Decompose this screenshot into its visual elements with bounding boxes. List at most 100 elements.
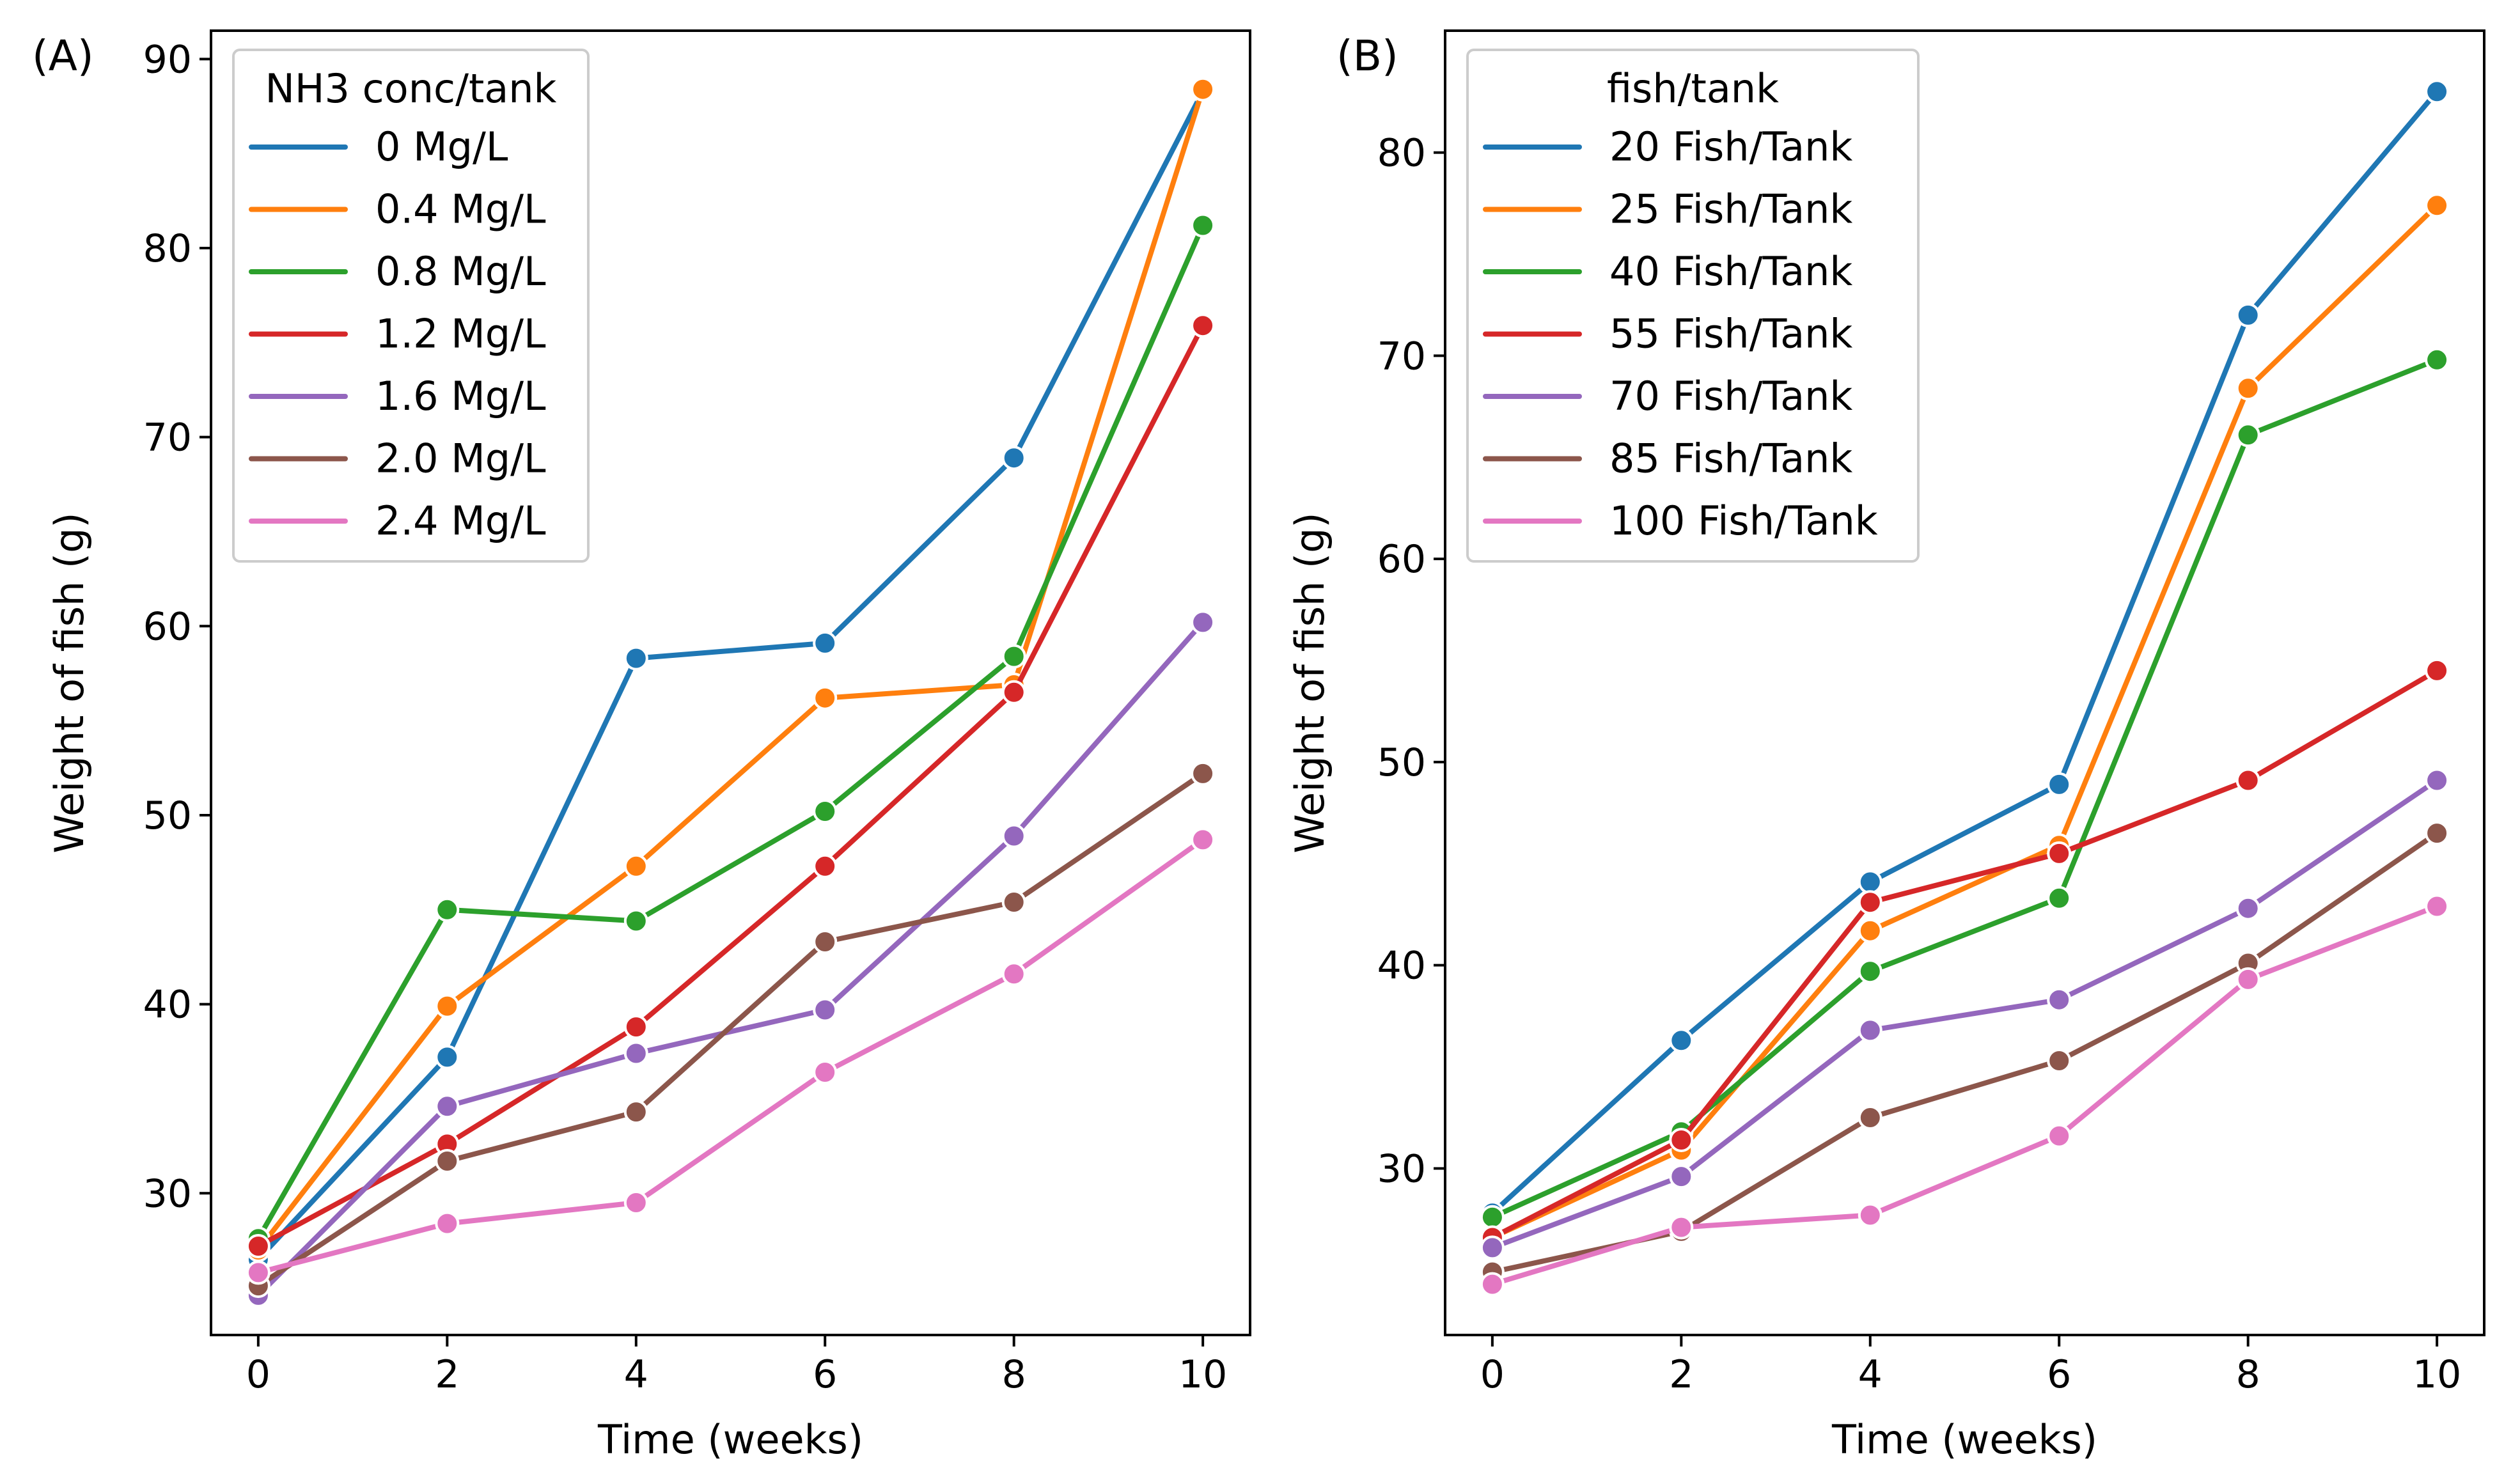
y-tick-label: 50 — [1377, 740, 1426, 785]
data-point — [2235, 967, 2260, 992]
legend-box — [1466, 49, 1920, 563]
legend-label: 25 Fish/Tank — [1609, 186, 1852, 233]
data-point — [623, 1041, 648, 1066]
data-point — [813, 799, 838, 824]
legend-box — [232, 49, 590, 563]
data-point — [2425, 658, 2450, 683]
data-point — [1669, 1128, 1694, 1152]
series-line — [1489, 203, 2440, 1240]
x-tick-label: 4 — [624, 1352, 648, 1397]
data-point — [2425, 193, 2450, 218]
data-point — [1001, 680, 1026, 705]
data-point — [2235, 423, 2260, 448]
x-tick-label: 8 — [2236, 1352, 2260, 1397]
data-point — [813, 1060, 838, 1084]
y-tick-label: 70 — [143, 416, 192, 460]
data-point — [2235, 302, 2260, 327]
x-tick-label: 0 — [1480, 1352, 1505, 1397]
series-line — [1489, 357, 2440, 1220]
x-tick-label: 6 — [2047, 1352, 2071, 1397]
legend-label: 40 Fish/Tank — [1609, 248, 1852, 295]
data-point — [623, 854, 648, 878]
data-point — [2235, 896, 2260, 921]
data-point — [1191, 313, 1216, 338]
data-point — [1669, 1164, 1694, 1189]
data-point — [435, 1211, 460, 1236]
series-line — [255, 837, 1206, 1276]
y-tick-label: 40 — [143, 983, 192, 1027]
series-line — [255, 770, 1206, 1289]
data-point — [1669, 1215, 1694, 1240]
data-point — [813, 630, 838, 655]
data-point — [623, 1191, 648, 1215]
x-axis-label: Time (weeks) — [597, 1416, 863, 1463]
x-axis-label: Time (weeks) — [1831, 1416, 2097, 1463]
legend-label: 0.4 Mg/L — [375, 186, 546, 233]
data-point — [1001, 644, 1026, 669]
series-1-6-mg-l — [246, 610, 1216, 1308]
data-point — [813, 997, 838, 1022]
series-2-4-mg-l — [246, 827, 1216, 1285]
data-point — [813, 930, 838, 954]
data-point — [435, 1045, 460, 1070]
series-line — [255, 620, 1206, 1298]
series-line — [1489, 89, 2440, 1216]
data-point — [2235, 376, 2260, 401]
series-line — [255, 223, 1206, 1242]
data-point — [1191, 213, 1216, 238]
legend-label: 2.0 Mg/L — [375, 435, 546, 482]
data-point — [1858, 1105, 1882, 1130]
x-tick-label: 4 — [1858, 1352, 1882, 1397]
data-point — [2425, 894, 2450, 919]
series-line — [1489, 903, 2440, 1287]
x-tick-label: 0 — [246, 1352, 270, 1397]
data-point — [2425, 79, 2450, 104]
y-axis-label: Weight of fish (g) — [1287, 512, 1333, 853]
y-tick-label: 50 — [143, 793, 192, 838]
series-line — [1489, 777, 2440, 1251]
series-55-fish-tank — [1480, 658, 2450, 1250]
panel-label: (A) — [32, 31, 94, 81]
data-point — [1858, 918, 1882, 943]
data-point — [813, 685, 838, 710]
data-point — [1001, 890, 1026, 914]
data-point — [435, 994, 460, 1019]
data-point — [1858, 1203, 1882, 1228]
data-point — [2425, 821, 2450, 846]
series-70-fish-tank — [1480, 768, 2450, 1260]
data-point — [2425, 347, 2450, 372]
data-point — [1858, 870, 1882, 894]
legend: fish/tank 20 Fish/Tank 25 Fish/Tank 40 Fish… — [1466, 49, 1920, 563]
legend-label: 20 Fish/Tank — [1609, 123, 1852, 170]
legend-label: 1.2 Mg/L — [375, 311, 546, 357]
data-point — [246, 1234, 270, 1258]
plot-frame — [1444, 29, 2485, 1336]
legend-title: NH3 conc/tank — [265, 65, 557, 112]
data-point — [623, 909, 648, 933]
data-point — [623, 1100, 648, 1125]
panel-b: (B) 0 2 4 6 8 10 30 40 50 60 70 80 Time (weeks) Weight… — [1287, 29, 2485, 1463]
series-85-fish-tank — [1480, 821, 2450, 1284]
data-point — [623, 1015, 648, 1040]
legend-label: 0.8 Mg/L — [375, 248, 546, 295]
data-point — [435, 897, 460, 922]
data-point — [1001, 446, 1026, 471]
y-axis-label: Weight of fish (g) — [46, 512, 93, 853]
data-point — [1858, 890, 1882, 915]
y-tick-label: 80 — [143, 226, 192, 271]
data-point — [2047, 886, 2072, 910]
x-tick-label: 10 — [2413, 1352, 2461, 1397]
data-point — [1480, 1272, 1505, 1297]
data-point — [2047, 1049, 2072, 1073]
data-point — [1669, 1028, 1694, 1053]
y-tick-label: 30 — [1377, 1146, 1426, 1191]
y-tick-label: 40 — [1377, 944, 1426, 988]
data-point — [623, 646, 648, 671]
series-0-8-mg-l — [246, 213, 1216, 1251]
y-tick-label: 60 — [1377, 537, 1426, 582]
data-point — [1858, 1018, 1882, 1043]
series-40-fish-tank — [1480, 347, 2450, 1230]
legend-label: 0 Mg/L — [375, 123, 508, 170]
data-point — [246, 1260, 270, 1285]
